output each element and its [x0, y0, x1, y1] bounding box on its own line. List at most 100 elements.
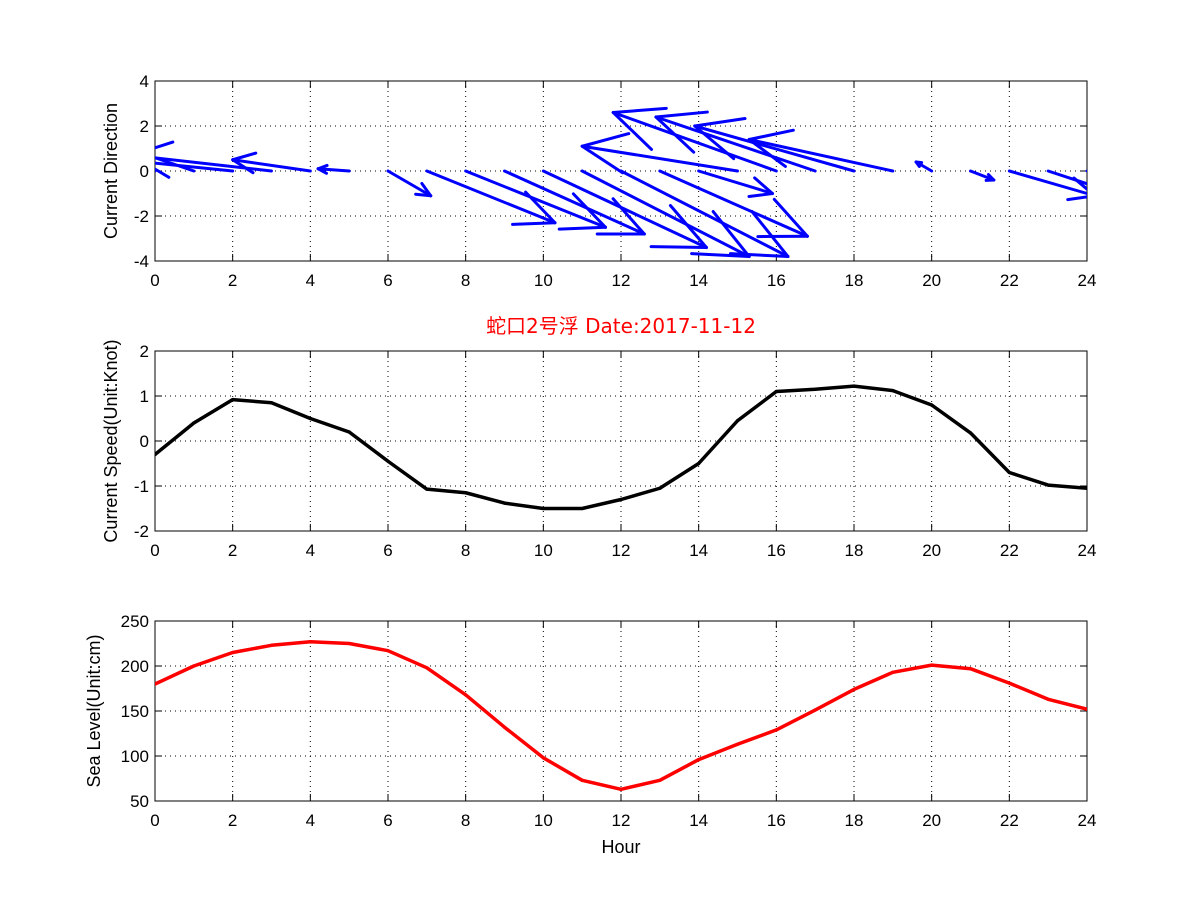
current-speed-point-1 — [192, 421, 196, 425]
sea-level-point-16 — [774, 728, 778, 732]
current-speed-point-5 — [347, 430, 351, 434]
sea-level-point-1 — [192, 664, 196, 668]
sea-level-point-24 — [1085, 707, 1087, 711]
current-speed-ylabel: Current Speed(Unit:Knot) — [101, 339, 121, 542]
current-speed-marks — [155, 384, 1087, 511]
current-direction-ytick-label-0: -4 — [134, 252, 149, 271]
current-direction-xtick-label-10: 20 — [922, 271, 941, 290]
chart-title: 蛇口2号浮 Date:2017-11-12 — [486, 314, 756, 338]
current-speed-point-2 — [231, 398, 235, 402]
current-direction-ytick-label-1: -2 — [134, 207, 149, 226]
current-speed-xtick-label-5: 10 — [534, 541, 553, 560]
current-speed-xtick-label-12: 24 — [1078, 541, 1097, 560]
current-speed-point-22 — [1007, 470, 1011, 475]
current-speed-point-16 — [774, 389, 778, 394]
sea-level-ytick-label-4: 250 — [121, 612, 149, 631]
sea-level-point-10 — [541, 756, 545, 760]
current-direction-xtick-label-4: 8 — [461, 271, 470, 290]
sea-level-xtick-label-12: 24 — [1078, 811, 1097, 830]
quiver-arrow-12 — [619, 169, 790, 258]
current-speed-point-4 — [308, 416, 312, 421]
current-speed-point-9 — [502, 501, 507, 505]
current-speed-point-17 — [813, 387, 817, 391]
current-speed-point-12 — [619, 497, 623, 502]
sea-level-xlabel: Hour — [601, 837, 640, 857]
quiver-arrow-5 — [316, 163, 351, 175]
quiver-arrow-6 — [386, 169, 433, 198]
current-speed-point-18 — [852, 384, 856, 388]
current-direction-xtick-label-9: 18 — [845, 271, 864, 290]
current-speed-point-6 — [386, 459, 390, 463]
sea-level-point-22 — [1007, 681, 1011, 685]
sea-level-point-14 — [697, 758, 701, 762]
sea-level-xtick-label-5: 10 — [534, 811, 553, 830]
quiver-arrow-14 — [697, 169, 774, 198]
current-direction-xtick-label-6: 12 — [612, 271, 631, 290]
current-speed-xtick-label-2: 4 — [306, 541, 315, 560]
sea-level-xtick-label-4: 8 — [461, 811, 470, 830]
current-speed-point-23 — [1046, 483, 1050, 487]
sea-level-xtick-label-1: 2 — [228, 811, 237, 830]
sea-level-point-0 — [155, 682, 157, 686]
current-speed-ytick-label-1: -1 — [134, 477, 149, 496]
current-direction-xtick-label-7: 14 — [689, 271, 708, 290]
sea-level-point-9 — [502, 725, 507, 729]
quiver-arrow-15 — [580, 132, 739, 175]
current-speed-xtick-label-4: 8 — [461, 541, 470, 560]
current-speed-xtick-label-3: 6 — [383, 541, 392, 560]
current-speed-point-11 — [580, 506, 584, 511]
sea-level-point-11 — [580, 778, 584, 782]
current-speed-point-3 — [269, 401, 274, 405]
current-speed-point-14 — [697, 461, 701, 466]
current-direction-xtick-label-12: 24 — [1078, 271, 1097, 290]
current-speed-point-13 — [658, 486, 662, 490]
current-speed-ytick-label-0: -2 — [134, 522, 149, 541]
sea-level-point-2 — [231, 650, 235, 655]
sea-level-xtick-label-2: 4 — [306, 811, 315, 830]
current-speed-xtick-label-7: 14 — [689, 541, 708, 560]
current-speed-xtick-label-0: 0 — [150, 541, 159, 560]
quiver-arrow-21 — [969, 169, 996, 182]
current-speed-ytick-label-3: 1 — [140, 387, 149, 406]
quiver-arrow-24 — [1085, 169, 1087, 173]
sea-level-ytick-label-2: 150 — [121, 702, 149, 721]
sea-level-xtick-label-6: 12 — [612, 811, 631, 830]
quiver-arrow-20 — [914, 160, 934, 173]
sea-level-point-7 — [425, 666, 429, 670]
current-direction-xtick-label-1: 2 — [228, 271, 237, 290]
quiver-arrow-17 — [654, 110, 817, 173]
sea-level-ytick-label-0: 50 — [130, 792, 149, 811]
current-speed-xtick-label-8: 16 — [767, 541, 786, 560]
sea-level-grid — [155, 621, 1087, 801]
current-direction-ytick-label-3: 2 — [140, 117, 149, 136]
current-direction-xtick-label-11: 22 — [1000, 271, 1019, 290]
current-speed-xtick-label-10: 20 — [922, 541, 941, 560]
quiver-arrow-13 — [658, 169, 809, 239]
current-direction-marks — [155, 106, 1087, 258]
current-speed-point-20 — [930, 403, 934, 407]
current-direction-xtick-label-2: 4 — [306, 271, 315, 290]
sea-level-point-5 — [347, 641, 351, 646]
sea-level-xtick-label-10: 20 — [922, 811, 941, 830]
sea-level-point-18 — [852, 687, 856, 692]
current-direction-ytick-label-2: 0 — [140, 162, 149, 181]
sea-level-xtick-label-11: 22 — [1000, 811, 1019, 830]
current-speed-ytick-label-2: 0 — [140, 432, 149, 451]
quiver-arrow-11 — [580, 169, 751, 258]
sea-level-ylabel: Sea Level(Unit:cm) — [84, 634, 104, 787]
current-speed-xtick-label-9: 18 — [845, 541, 864, 560]
quiver-arrow-18 — [693, 117, 856, 173]
sea-level-xtick-label-8: 16 — [767, 811, 786, 830]
current-speed-xtick-label-11: 22 — [1000, 541, 1019, 560]
sea-level-point-6 — [386, 649, 390, 653]
current-speed-point-21 — [968, 431, 973, 435]
current-speed-grid — [155, 351, 1087, 531]
sea-level-ytick-label-3: 200 — [121, 657, 149, 676]
sea-level-point-17 — [813, 708, 817, 712]
current-speed-xtick-label-1: 2 — [228, 541, 237, 560]
sea-level-xtick-label-0: 0 — [150, 811, 159, 830]
sea-level-point-21 — [968, 667, 973, 671]
sea-level-point-20 — [930, 663, 934, 667]
